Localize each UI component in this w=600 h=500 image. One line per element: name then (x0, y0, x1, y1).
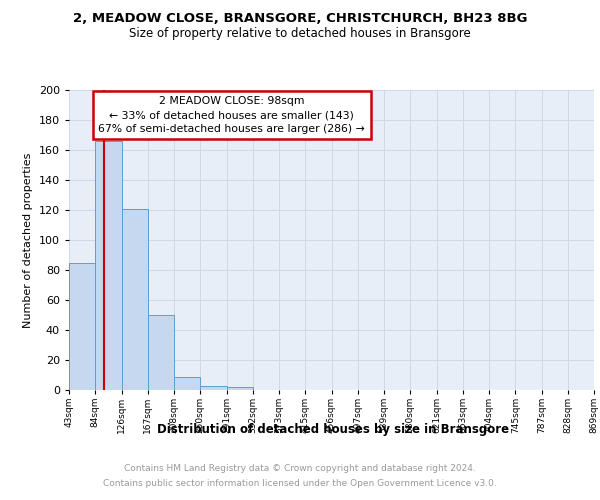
Bar (227, 387, 253, 390)
Text: Contains public sector information licensed under the Open Government Licence v3: Contains public sector information licen… (103, 479, 497, 488)
Bar (69, 262, 95, 390)
Text: Size of property relative to detached houses in Bransgore: Size of property relative to detached ho… (129, 28, 471, 40)
Text: Distribution of detached houses by size in Bransgore: Distribution of detached houses by size … (157, 422, 509, 436)
Text: 2 MEADOW CLOSE: 98sqm
← 33% of detached houses are smaller (143)
67% of semi-det: 2 MEADOW CLOSE: 98sqm ← 33% of detached … (98, 96, 365, 134)
Text: Contains HM Land Registry data © Crown copyright and database right 2024.: Contains HM Land Registry data © Crown c… (124, 464, 476, 473)
Y-axis label: Number of detached properties: Number of detached properties (23, 152, 33, 328)
Bar (174, 376, 200, 390)
Bar (121, 208, 148, 390)
Bar (148, 315, 174, 390)
Text: 2, MEADOW CLOSE, BRANSGORE, CHRISTCHURCH, BH23 8BG: 2, MEADOW CLOSE, BRANSGORE, CHRISTCHURCH… (73, 12, 527, 26)
Bar (95, 141, 121, 390)
Bar (200, 386, 227, 390)
